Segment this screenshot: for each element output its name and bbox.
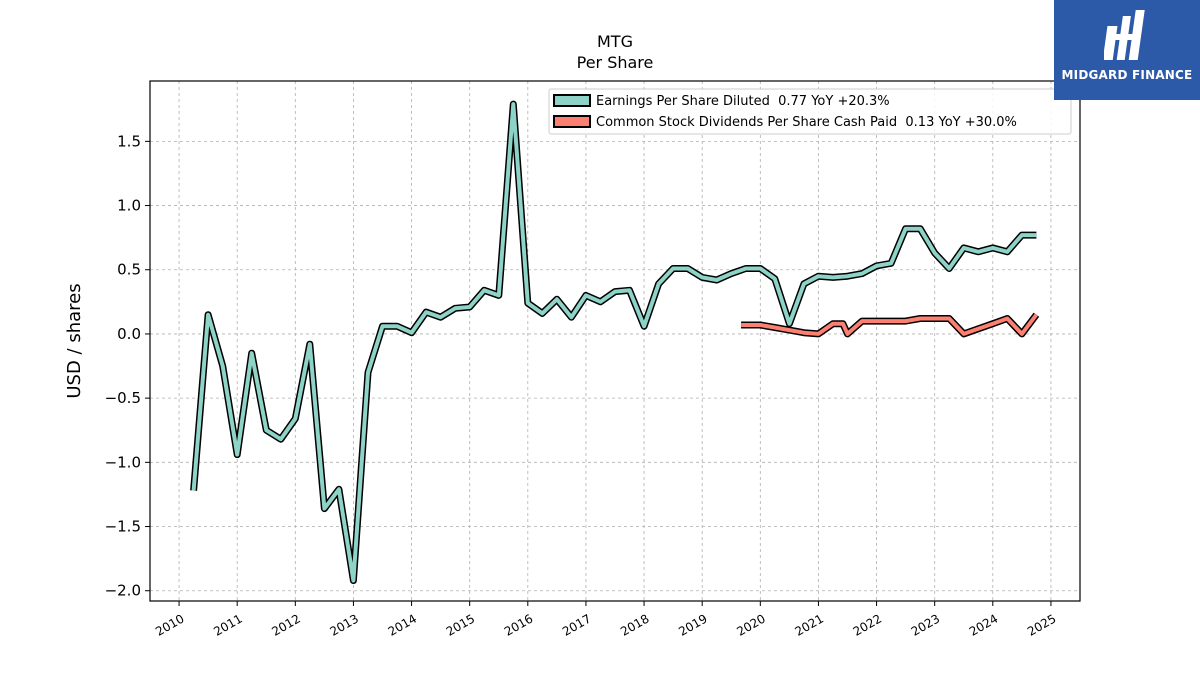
y-tick-label: −2.0 [105,582,141,600]
x-tick-label: 2010 [153,611,186,638]
x-tick-label: 2012 [269,611,302,638]
y-tick-label: 0.0 [117,325,141,343]
x-tick-label: 2024 [967,611,1000,638]
y-tick-label: 0.5 [117,261,141,279]
series-dividends-line [741,313,1038,336]
x-tick-label: 2018 [618,611,651,638]
midgard-finance-logo: MIDGARD FINANCE [1054,0,1200,100]
x-tick-label: 2017 [560,611,593,638]
grid-lines [150,81,1080,601]
legend-label-eps: Earnings Per Share Diluted 0.77 YoY +20.… [596,94,890,109]
series-eps-outline [190,100,1037,584]
x-tick-label: 2016 [502,611,535,638]
series-eps [190,100,1037,584]
logo-text: MIDGARD FINANCE [1061,68,1193,82]
y-axis-label: USD / shares [64,283,85,398]
x-tick-label: 2013 [327,611,360,638]
legend-label-dividends: Common Stock Dividends Per Share Cash Pa… [596,115,1017,130]
y-tick-label: −0.5 [105,389,141,407]
midgard-finance-logo-icon [1104,10,1145,60]
plot-frame [149,80,1081,602]
series-eps-line [191,102,1037,583]
y-tick-label: −1.5 [105,518,141,536]
chart-title: MTG [597,32,633,51]
x-tick-label: 2020 [734,611,767,638]
legend-swatch-dividends [553,115,591,128]
x-tick-label: 2014 [386,611,419,638]
y-tick-label: 1.5 [117,132,141,150]
legend-frame [548,88,1072,135]
y-tick-label: 1.0 [117,197,141,215]
x-tick-label: 2011 [211,611,244,638]
legend-swatch-eps [553,94,591,107]
legend: Earnings Per Share Diluted 0.77 YoY +20.… [548,88,1072,135]
series-lines [190,100,1040,584]
x-tick-label: 2023 [909,611,942,638]
x-tick-label: 2019 [676,611,709,638]
x-tick-label: 2015 [444,611,477,638]
y-tick-label: −1.0 [105,453,141,471]
x-tick-label: 2022 [851,611,884,638]
chart-subtitle: Per Share [577,53,654,72]
x-tick-label: 2021 [792,611,825,638]
series-dividends [741,312,1040,338]
x-tick-label: 2025 [1025,611,1058,638]
